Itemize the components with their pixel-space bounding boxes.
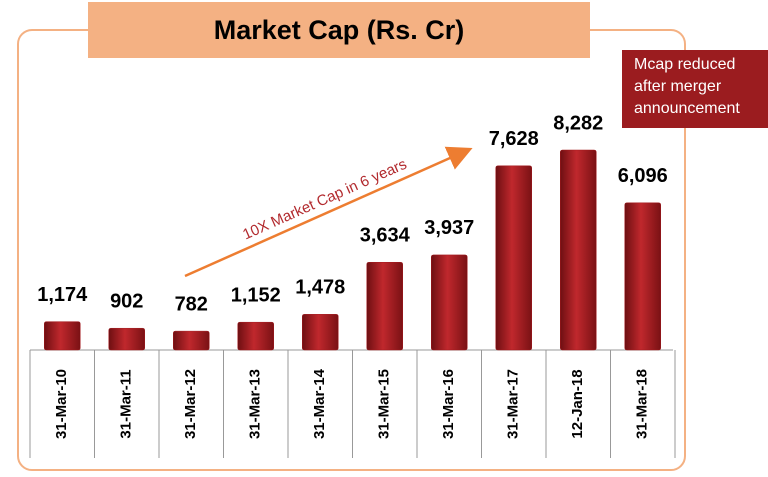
data-label: 1,174 [37,284,88,306]
bar [44,321,81,351]
bar [237,321,274,351]
chart-title: Market Cap (Rs. Cr) [214,15,465,45]
x-tick-label: 31-Mar-16 [440,369,457,439]
x-tick-label: 12-Jan-18 [569,369,586,438]
data-label: 8,282 [553,112,603,134]
bar [108,327,145,351]
data-label: 7,628 [489,128,539,150]
bar [173,330,210,351]
trend-arrow [184,146,473,278]
data-label: 782 [175,293,208,315]
data-label: 3,634 [360,225,411,247]
data-label: 1,478 [295,277,345,299]
data-label: 6,096 [618,165,668,187]
x-tick-label: 31-Mar-14 [311,368,328,439]
data-label: 3,937 [424,217,474,239]
bar [560,149,597,351]
data-label: 902 [110,290,143,312]
annotation-box: Mcap reduced after merger announcement [622,50,768,128]
bar [431,254,468,351]
x-tick-label: 31-Mar-12 [182,369,199,439]
x-tick-label: 31-Mar-11 [118,369,135,438]
bar [624,202,661,351]
data-label: 1,152 [231,284,281,306]
title-box [88,2,590,58]
x-tick-label: 31-Mar-15 [376,369,393,439]
bar [495,165,532,351]
bar [302,314,339,351]
x-tick-label: 31-Mar-17 [505,369,522,439]
bar [366,261,403,351]
x-tick-label: 31-Mar-18 [634,369,651,439]
x-tick-label: 31-Mar-10 [53,369,70,439]
x-tick-label: 31-Mar-13 [247,369,264,439]
